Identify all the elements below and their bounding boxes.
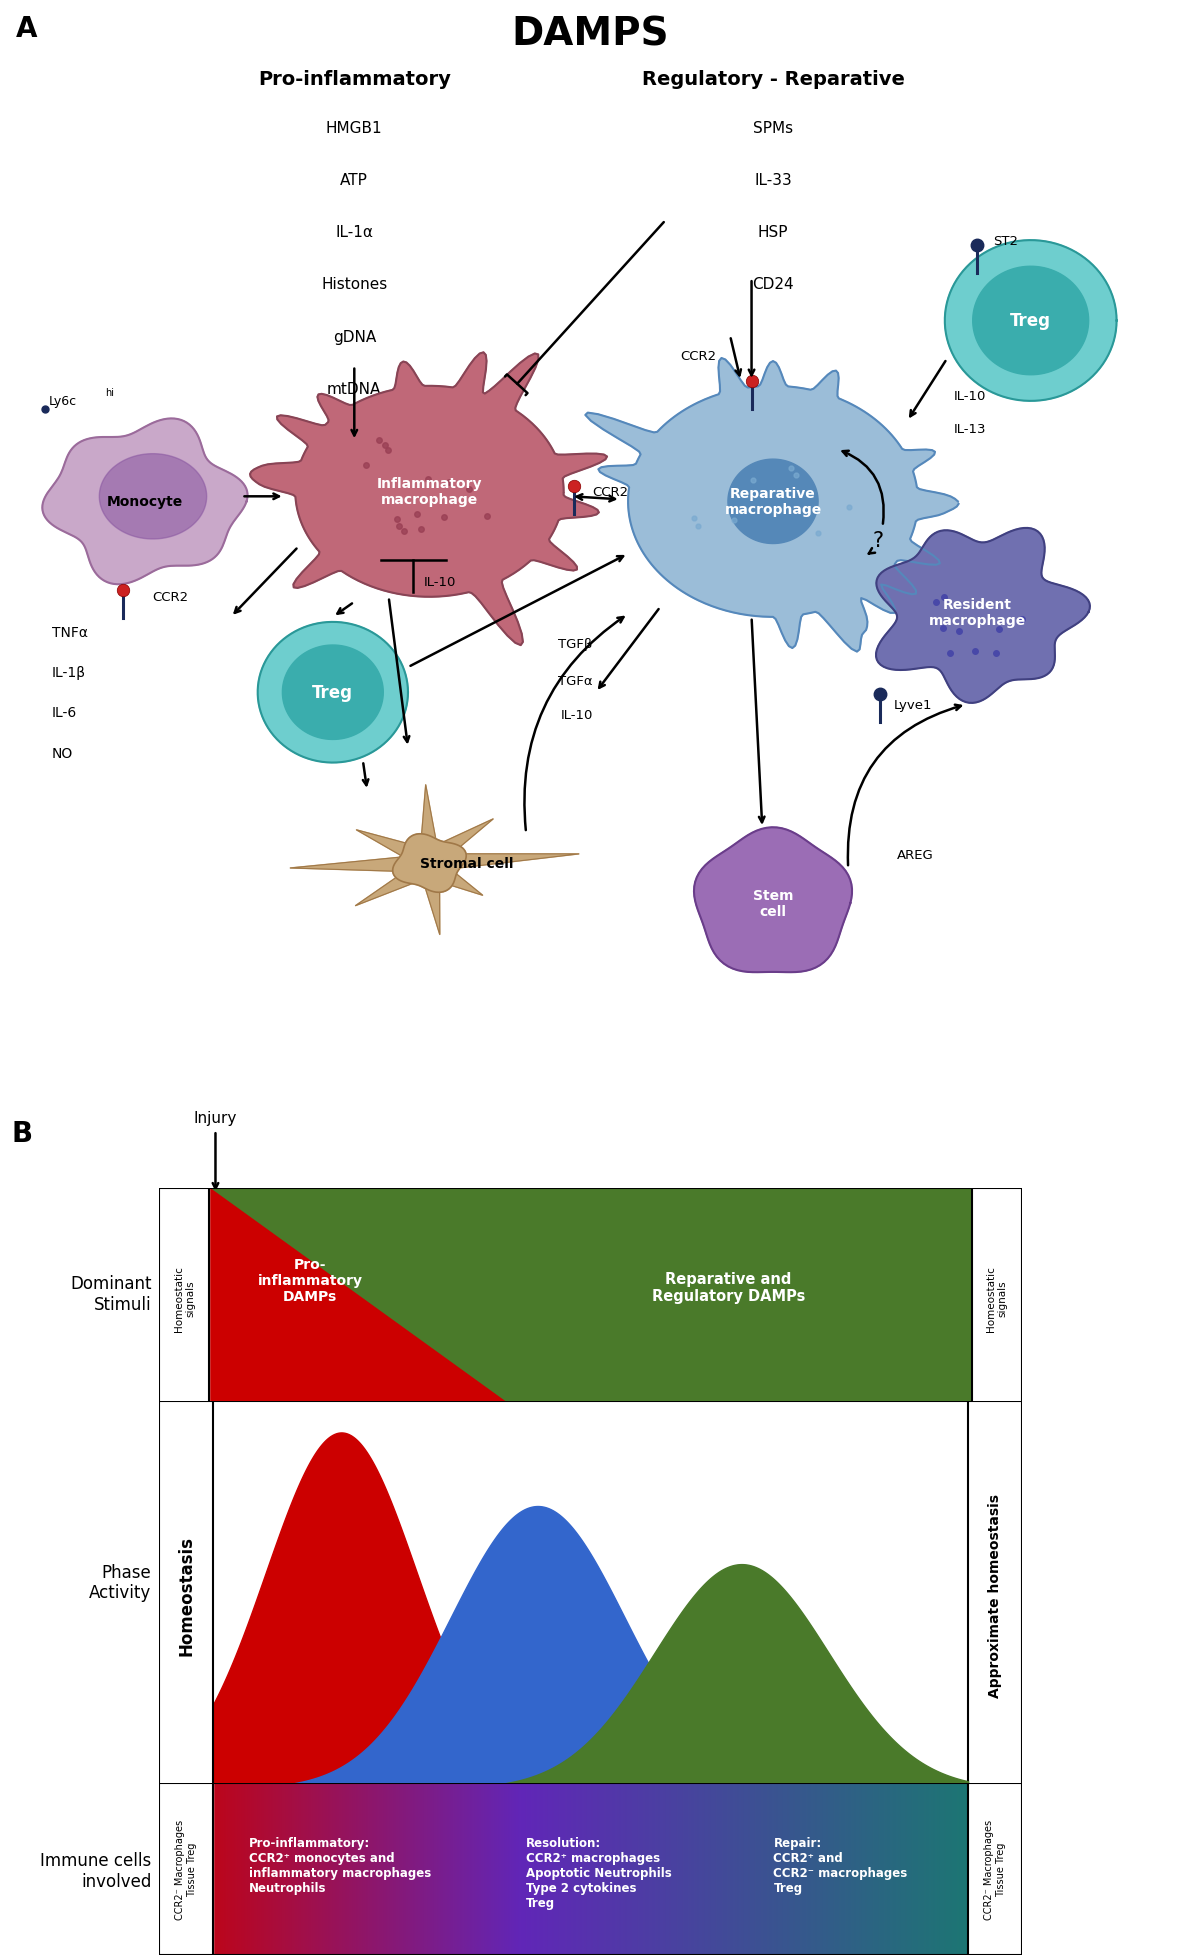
Text: A: A [17, 16, 38, 43]
Text: Inflammatory
macrophage: Inflammatory macrophage [377, 477, 482, 506]
Polygon shape [209, 1189, 513, 1408]
Polygon shape [357, 831, 410, 856]
Bar [968, 1402, 1022, 1789]
Bar [972, 1189, 1022, 1408]
Text: Treg: Treg [312, 684, 353, 702]
Text: TNFα: TNFα [52, 626, 87, 639]
Text: Lyve1: Lyve1 [893, 698, 932, 712]
Text: Monocyte: Monocyte [106, 495, 183, 508]
Text: Injury: Injury [194, 1110, 237, 1126]
Polygon shape [727, 459, 818, 543]
Text: HMGB1: HMGB1 [326, 121, 383, 135]
Text: gDNA: gDNA [333, 328, 376, 344]
Polygon shape [694, 827, 852, 974]
Polygon shape [257, 622, 407, 762]
Text: IL-1α: IL-1α [335, 225, 373, 240]
Text: Stromal cell: Stromal cell [420, 856, 514, 870]
Text: CCR2⁻ Macrophages
Tissue Treg: CCR2⁻ Macrophages Tissue Treg [175, 1818, 197, 1920]
Polygon shape [973, 268, 1089, 375]
Text: NO: NO [52, 747, 73, 760]
Text: Treg: Treg [1010, 313, 1051, 330]
Text: Approximate homeostasis: Approximate homeostasis [987, 1494, 1001, 1697]
Text: TGFα: TGFα [557, 674, 593, 688]
Text: mtDNA: mtDNA [327, 381, 381, 397]
Bar [968, 1783, 1022, 1955]
Text: CD24: CD24 [752, 278, 794, 291]
Polygon shape [355, 874, 413, 907]
Text: SPMs: SPMs [753, 121, 794, 135]
Text: IL-10: IL-10 [560, 708, 593, 721]
Text: Resolution:
CCR2⁺ macrophages
Apoptotic Neutrophils
Type 2 cytokines
Treg: Resolution: CCR2⁺ macrophages Apoptotic … [527, 1836, 672, 1908]
Text: Pro-inflammatory:
CCR2⁺ monocytes and
inflammatory macrophages
Neutrophils: Pro-inflammatory: CCR2⁺ monocytes and in… [249, 1836, 431, 1894]
Polygon shape [945, 240, 1116, 401]
Text: CCR2⁻ Macrophages
Tissue Treg: CCR2⁻ Macrophages Tissue Treg [984, 1818, 1006, 1920]
Polygon shape [586, 360, 959, 653]
Polygon shape [422, 786, 436, 843]
Text: ATP: ATP [340, 172, 368, 188]
Text: Pro-
inflammatory
DAMPs: Pro- inflammatory DAMPs [257, 1257, 363, 1304]
Text: Regulatory - Reparative: Regulatory - Reparative [641, 70, 905, 90]
Text: IL-6: IL-6 [52, 706, 77, 719]
Polygon shape [458, 854, 579, 868]
Text: Homeostatic
signals: Homeostatic signals [174, 1265, 195, 1331]
Text: Reparative
macrophage: Reparative macrophage [724, 487, 822, 518]
Text: Homeostatic
signals: Homeostatic signals [986, 1265, 1007, 1331]
Text: CCR2: CCR2 [152, 590, 189, 604]
Text: Repair:
CCR2⁺ and
CCR2⁻ macrophages
Treg: Repair: CCR2⁺ and CCR2⁻ macrophages Treg [774, 1836, 908, 1894]
Text: ST2: ST2 [993, 235, 1018, 248]
Text: Stem
cell: Stem cell [752, 890, 794, 919]
Polygon shape [43, 418, 248, 585]
Text: DAMPS: DAMPS [511, 16, 670, 53]
Text: Vimentin: Vimentin [320, 434, 389, 450]
Polygon shape [250, 354, 607, 645]
Text: HSP: HSP [758, 225, 788, 240]
Polygon shape [425, 886, 439, 934]
Bar [159, 1783, 213, 1955]
Text: CCR2: CCR2 [593, 485, 628, 499]
Text: Reparative and
Regulatory DAMPs: Reparative and Regulatory DAMPs [652, 1271, 805, 1304]
Text: IL-1β: IL-1β [52, 667, 85, 680]
Text: IL-10: IL-10 [424, 577, 457, 588]
Text: B: B [12, 1120, 33, 1148]
Text: Resident
macrophage: Resident macrophage [928, 598, 1025, 628]
Text: AREG: AREG [896, 848, 933, 862]
Text: Ly6c: Ly6c [48, 395, 77, 409]
Bar [159, 1189, 209, 1408]
Text: IL-13: IL-13 [953, 424, 986, 436]
Text: Phase
Activity: Phase Activity [90, 1562, 151, 1601]
Text: Pro-inflammatory: Pro-inflammatory [257, 70, 451, 90]
Text: Dominant
Stimuli: Dominant Stimuli [70, 1275, 151, 1314]
Polygon shape [445, 874, 483, 895]
Text: IL-33: IL-33 [755, 172, 792, 188]
Text: CCR2: CCR2 [680, 350, 716, 364]
Polygon shape [291, 858, 400, 872]
Polygon shape [393, 835, 466, 893]
Polygon shape [876, 528, 1090, 704]
Polygon shape [282, 645, 384, 741]
Polygon shape [444, 819, 494, 852]
Text: TGFβ: TGFβ [559, 637, 593, 651]
Text: Immune cells
involved: Immune cells involved [40, 1851, 151, 1890]
Text: IL-10: IL-10 [953, 391, 986, 403]
Polygon shape [99, 454, 207, 540]
Bar [159, 1402, 213, 1789]
Text: ?: ? [873, 530, 883, 549]
Text: hi: hi [105, 387, 115, 397]
Text: Homeostasis: Homeostasis [177, 1535, 195, 1656]
Text: Histones: Histones [321, 278, 387, 291]
